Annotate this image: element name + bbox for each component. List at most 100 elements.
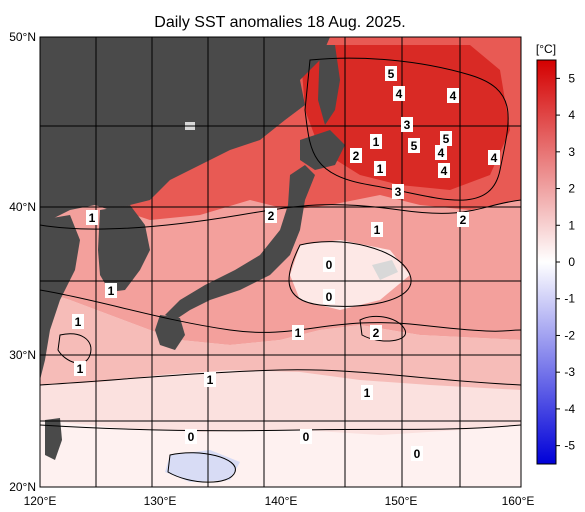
lat-label: 20°N (9, 480, 36, 494)
svg-text:1: 1 (89, 211, 96, 225)
contour-label: 1 (371, 222, 383, 237)
contour-label: 4 (438, 163, 450, 178)
contour-label: 3 (392, 184, 404, 199)
contour-label: 0 (411, 446, 423, 461)
colorbar-unit: [°C] (536, 42, 556, 56)
svg-text:2: 2 (353, 149, 360, 163)
svg-text:1: 1 (77, 362, 84, 376)
colorbar-tick-label: -2 (564, 328, 575, 342)
colorbar (536, 59, 557, 465)
svg-text:1: 1 (108, 284, 115, 298)
land-japan-hokkaido (300, 130, 345, 170)
contour-label: 1 (74, 361, 86, 376)
contour-label: 1 (105, 283, 117, 298)
colorbar-tick-label: -1 (564, 292, 575, 306)
lon-label: 160°E (502, 494, 535, 508)
svg-text:2: 2 (268, 209, 275, 223)
colorbar-tick-label: 2 (568, 182, 575, 196)
svg-text:4: 4 (441, 164, 448, 178)
contour-label: 0 (323, 257, 335, 272)
land-taiwan (45, 418, 62, 460)
colorbar-tick-label: -3 (564, 365, 575, 379)
lon-label: 140°E (265, 494, 298, 508)
contour-label: 1 (374, 161, 386, 176)
land-korea (98, 205, 150, 292)
lon-label: 120°E (24, 494, 57, 508)
contour-label: 1 (204, 372, 216, 387)
land-japan-honshu (165, 165, 315, 320)
svg-text:2: 2 (373, 326, 380, 340)
contour-label: 3 (401, 117, 413, 132)
contour-label: 1 (72, 314, 84, 329)
anomaly-band-cool-patch (165, 450, 240, 482)
land-kyushu (155, 315, 185, 350)
lon-labels: 120°E 130°E 140°E 150°E 160°E (24, 494, 535, 508)
anomaly-band-neutral-kuroshio (290, 240, 410, 310)
colorbar-tick-label: 3 (568, 145, 575, 159)
map-frame (39, 36, 522, 488)
svg-text:1: 1 (75, 315, 82, 329)
colorbar-tick-label: 5 (568, 71, 575, 85)
land-sakhalin (318, 45, 340, 125)
contour-lines (40, 57, 521, 483)
contour-label: 0 (300, 429, 312, 444)
contour-label: 2 (350, 148, 362, 163)
svg-text:0: 0 (414, 447, 421, 461)
contour-label: 2 (370, 325, 382, 340)
svg-text:2: 2 (460, 213, 467, 227)
missing-data-patch (372, 260, 398, 280)
svg-text:5: 5 (388, 67, 395, 81)
anomaly-band-neutral-south (40, 420, 521, 487)
svg-text:0: 0 (188, 430, 195, 444)
svg-text:1: 1 (207, 373, 214, 387)
svg-text:1: 1 (377, 162, 384, 176)
svg-text:3: 3 (395, 185, 402, 199)
contour-label: 4 (393, 86, 405, 101)
svg-text:1: 1 (373, 135, 380, 149)
contour-label: 1 (86, 210, 98, 225)
contour-label: 4 (447, 88, 459, 103)
svg-text:3: 3 (404, 118, 411, 132)
colorbar-tick-label: -4 (564, 402, 575, 416)
contour-label: 1 (370, 134, 382, 149)
land-china-coast (40, 215, 80, 380)
contour-label: 1 (292, 325, 304, 340)
svg-text:0: 0 (326, 258, 333, 272)
svg-text:0: 0 (326, 290, 333, 304)
contour-label: 1 (361, 385, 373, 400)
contour-label: 5 (385, 66, 397, 81)
graticule (40, 37, 521, 487)
lat-label: 30°N (9, 348, 36, 362)
colorbar-tick-label: 4 (568, 108, 575, 122)
svg-text:1: 1 (295, 326, 302, 340)
colorbar-tick-label: 0 (568, 255, 575, 269)
colorbar-tick-label: -5 (564, 439, 575, 453)
lon-label: 150°E (385, 494, 418, 508)
svg-text:4: 4 (396, 87, 403, 101)
svg-text:4: 4 (450, 89, 457, 103)
map-title: Daily SST anomalies 18 Aug. 2025. (154, 14, 405, 31)
svg-text:4: 4 (491, 151, 498, 165)
contour-label: 5 (440, 131, 452, 146)
contour-label: 4 (435, 145, 447, 160)
colorbar-ticks: 5 4 3 2 1 0 -1 -2 -3 -4 -5 (556, 71, 575, 453)
contour-label: 5 (408, 138, 420, 153)
lon-label: 130°E (144, 494, 177, 508)
contour-label: 2 (457, 212, 469, 227)
contour-label: 0 (323, 289, 335, 304)
contour-label: 2 (265, 208, 277, 223)
contour-label: 4 (488, 150, 500, 165)
lat-labels: 50°N 40°N 30°N 20°N (9, 30, 36, 494)
lat-label: 50°N (9, 30, 36, 44)
svg-text:1: 1 (364, 386, 371, 400)
svg-text:4: 4 (438, 146, 445, 160)
colorbar-tick-label: 1 (568, 218, 575, 232)
svg-text:5: 5 (443, 132, 450, 146)
svg-text:0: 0 (303, 430, 310, 444)
svg-text:5: 5 (411, 139, 418, 153)
contour-label: 0 (185, 429, 197, 444)
lat-label: 40°N (9, 200, 36, 214)
